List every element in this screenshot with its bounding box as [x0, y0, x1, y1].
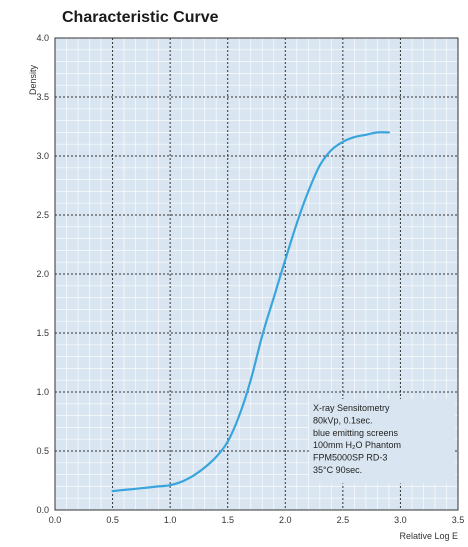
annotation-line: 100mm H₂O Phantom — [313, 440, 401, 450]
x-tick-label: 2.0 — [279, 515, 292, 525]
x-tick-label: 3.0 — [394, 515, 407, 525]
y-axis-label: Density — [28, 64, 38, 95]
y-tick-label: 4.0 — [36, 33, 49, 43]
x-tick-labels: 0.0 0.5 1.0 1.5 2.0 2.5 3.0 3.5 — [49, 515, 465, 525]
annotation-background — [309, 399, 455, 484]
annotation-line: FPM5000SP RD-3 — [313, 453, 387, 463]
y-tick-labels: 0.0 0.5 1.0 1.5 2.0 2.5 3.0 3.5 4.0 — [36, 33, 49, 515]
annotation-line: X-ray Sensitometry — [313, 403, 390, 413]
annotation-line: 35°C 90sec. — [313, 465, 362, 475]
x-tick-label: 3.5 — [452, 515, 465, 525]
y-tick-label: 1.0 — [36, 387, 49, 397]
y-tick-label: 2.0 — [36, 269, 49, 279]
chart-title: Characteristic Curve — [62, 9, 219, 26]
y-tick-label: 3.5 — [36, 92, 49, 102]
x-tick-label: 0.0 — [49, 515, 62, 525]
y-tick-label: 0.0 — [36, 505, 49, 515]
major-grid — [55, 38, 458, 510]
plot-border — [54, 37, 459, 511]
annotation-line: 80kVp, 0.1sec. — [313, 415, 373, 425]
series-line — [111, 131, 390, 493]
x-tick-label: 2.5 — [337, 515, 350, 525]
y-tick-label: 1.5 — [36, 328, 49, 338]
y-tick-label: 2.5 — [36, 210, 49, 220]
annotation-line: blue emitting screens — [313, 428, 399, 438]
x-tick-label: 1.5 — [221, 515, 234, 525]
x-tick-label: 1.0 — [164, 515, 177, 525]
x-axis-label: Relative Log E — [399, 531, 458, 541]
y-tick-label: 0.5 — [36, 446, 49, 456]
annotation-box: X-ray Sensitometry 80kVp, 0.1sec. blue emi… — [309, 399, 455, 484]
x-tick-label: 0.5 — [106, 515, 119, 525]
y-tick-label: 3.0 — [36, 151, 49, 161]
